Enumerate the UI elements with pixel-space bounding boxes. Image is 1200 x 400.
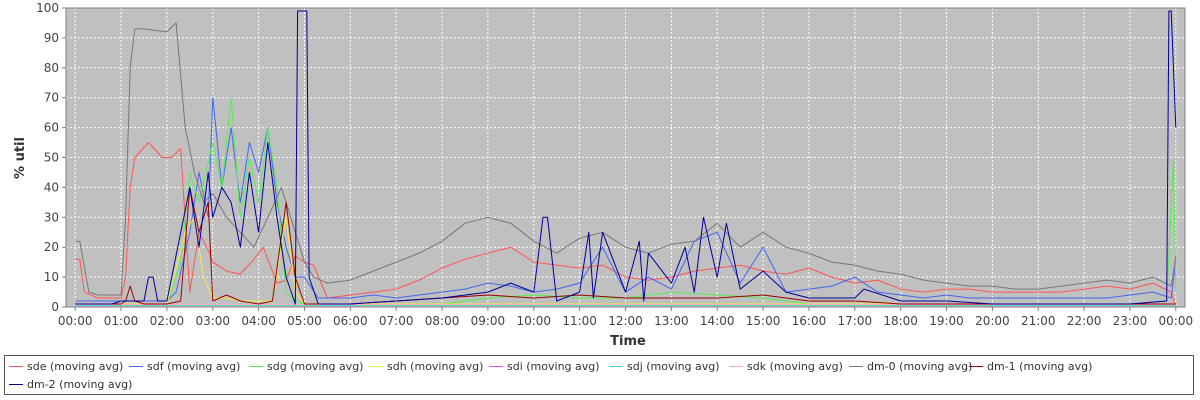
x-tick-label: 09:00 (471, 314, 506, 328)
x-tick-label: 00:00 (58, 314, 93, 328)
x-tick-label: 01:00 (104, 314, 139, 328)
legend-item: sdi (moving avg) (489, 360, 600, 373)
y-tick-label: 100 (36, 1, 59, 15)
legend-label: sdf (moving avg) (147, 360, 241, 373)
x-tick-label: 10:00 (516, 314, 551, 328)
legend-swatch (369, 366, 383, 367)
x-tick-label: 18:00 (883, 314, 918, 328)
grid-lines (66, 7, 1185, 308)
chart-svg: 0 10 20 30 40 50 60 70 80 90 100 00:00 01:00 02:00 03… (13, 1, 1193, 349)
x-tick-label: 15:00 (746, 314, 781, 328)
series-line-1 (75, 97, 1177, 302)
legend-label: dm-0 (moving avg) (867, 360, 973, 373)
x-tick-label: 06:00 (333, 314, 368, 328)
x-axis-label: Time (610, 334, 646, 349)
y-tick-label: 50 (44, 151, 59, 165)
x-tick-label: 23:00 (1113, 314, 1148, 328)
x-tick-label: 07:00 (379, 314, 414, 328)
y-tick-label: 60 (44, 121, 59, 135)
legend-label: dm-1 (moving avg) (987, 360, 1093, 373)
legend-label: sdj (moving avg) (627, 360, 720, 373)
x-tick-label: 08:00 (425, 314, 460, 328)
y-tick-label: 70 (44, 91, 59, 105)
y-axis-label: % util (13, 137, 28, 179)
x-tick-label: 11:00 (562, 314, 597, 328)
x-tick-label: 02:00 (150, 314, 185, 328)
x-tick-label: 19:00 (929, 314, 964, 328)
x-axis: 00:00 01:00 02:00 03:00 04:00 05:00 06:00 07:00… (58, 307, 1193, 328)
series-line-7 (75, 22, 1177, 296)
legend-swatch (969, 366, 983, 367)
legend-label: sde (moving avg) (27, 360, 124, 373)
legend-item: dm-2 (moving avg) (9, 378, 132, 391)
y-tick-label: 90 (44, 31, 59, 45)
x-tick-label: 05:00 (287, 314, 322, 328)
legend-item: dm-0 (moving avg) (849, 360, 972, 373)
y-tick-label: 0 (51, 300, 59, 314)
series-lines (75, 10, 1177, 308)
y-tick-label: 20 (44, 240, 59, 254)
legend-label: sdi (moving avg) (507, 360, 600, 373)
y-axis: 0 10 20 30 40 50 60 70 80 90 100 (36, 1, 66, 314)
x-tick-label: 22:00 (1067, 314, 1102, 328)
y-tick-label: 80 (44, 61, 59, 75)
legend-item: dm-1 (moving avg) (969, 360, 1092, 373)
legend-swatch (609, 366, 623, 367)
legend-item: sdg (moving avg) (249, 360, 363, 373)
legend-item: sdf (moving avg) (129, 360, 240, 373)
legend-swatch (489, 366, 503, 367)
x-tick-label: 04:00 (241, 314, 276, 328)
legend-item: sde (moving avg) (9, 360, 123, 373)
legend-item: sdk (moving avg) (729, 360, 843, 373)
x-tick-label: 20:00 (975, 314, 1010, 328)
y-tick-label: 10 (44, 270, 59, 284)
x-tick-label: 17:00 (838, 314, 873, 328)
legend-label: sdk (moving avg) (747, 360, 843, 373)
legend-label: sdh (moving avg) (387, 360, 484, 373)
series-line-9 (75, 10, 1177, 305)
legend: sde (moving avg) sdf (moving avg) sdg (mov… (4, 355, 1194, 395)
x-tick-label: 13:00 (654, 314, 689, 328)
legend-item: sdj (moving avg) (609, 360, 720, 373)
legend-swatch (249, 366, 263, 367)
x-tick-label: 00:00 (1159, 314, 1194, 328)
legend-swatch (9, 366, 23, 367)
legend-swatch (9, 384, 23, 385)
x-tick-label: 14:00 (700, 314, 735, 328)
series-line-3 (75, 216, 1176, 305)
x-tick-label: 21:00 (1021, 314, 1056, 328)
x-tick-label: 03:00 (195, 314, 230, 328)
legend-swatch (729, 366, 743, 367)
x-tick-label: 16:00 (792, 314, 827, 328)
legend-swatch (129, 366, 143, 367)
y-tick-label: 40 (44, 180, 59, 194)
series-line-0 (75, 142, 1177, 308)
legend-swatch (849, 366, 863, 367)
y-tick-label: 30 (44, 210, 59, 224)
legend-item: sdh (moving avg) (369, 360, 483, 373)
legend-label: dm-2 (moving avg) (27, 378, 133, 391)
x-tick-label: 12:00 (608, 314, 643, 328)
legend-label: sdg (moving avg) (267, 360, 364, 373)
